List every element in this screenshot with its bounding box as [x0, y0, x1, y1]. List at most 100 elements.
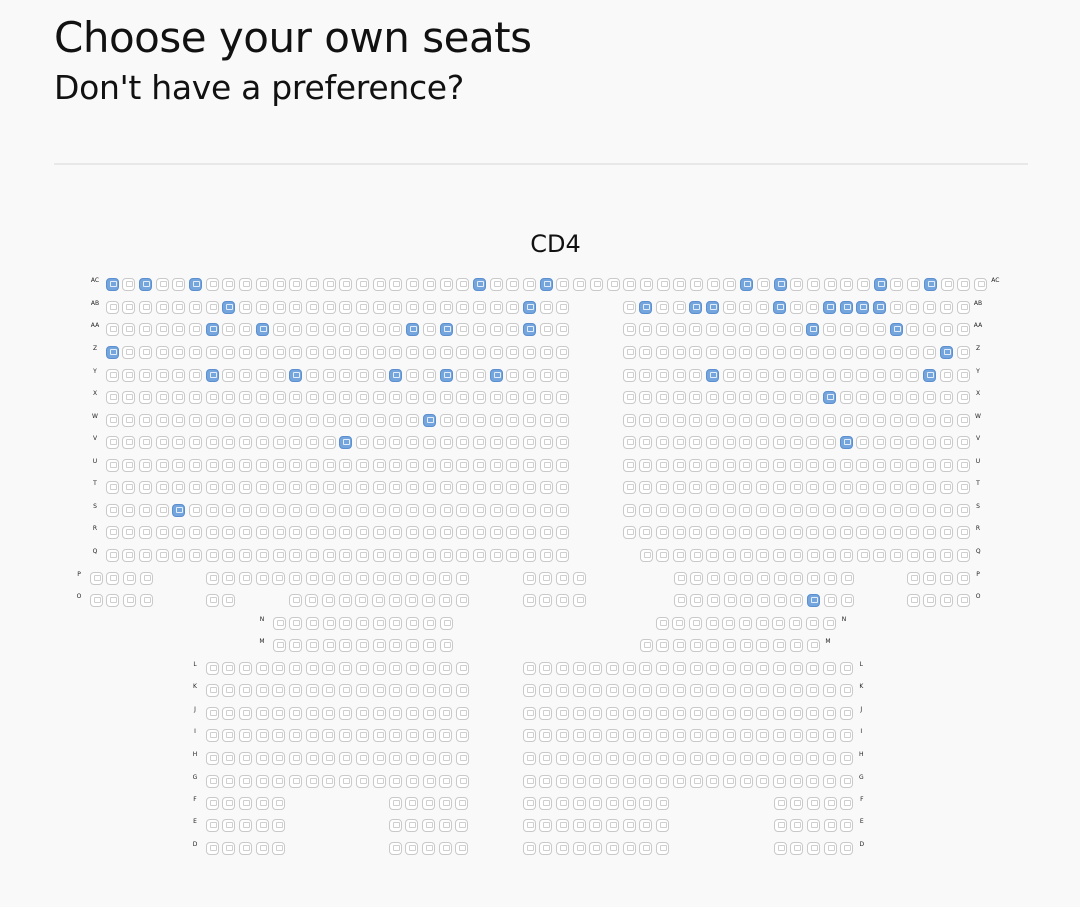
seat-available[interactable]: [339, 435, 353, 449]
seat-available[interactable]: [822, 390, 836, 404]
seat-unavailable: [572, 818, 586, 832]
seat-available[interactable]: [873, 300, 886, 314]
seat-available[interactable]: [138, 277, 152, 291]
seat-available[interactable]: [205, 368, 219, 382]
seat-unavailable: [506, 435, 520, 449]
seat-available[interactable]: [639, 300, 653, 314]
seat-unavailable: [906, 525, 920, 539]
seat-unavailable: [322, 728, 336, 742]
seat-unavailable: [222, 480, 236, 494]
seat-available[interactable]: [856, 300, 870, 314]
seat-unavailable: [138, 458, 152, 472]
seat-unavailable: [655, 458, 669, 472]
seat-available[interactable]: [889, 322, 903, 336]
seat-unavailable: [673, 593, 687, 607]
seat-available[interactable]: [689, 300, 703, 314]
seat-unavailable: [656, 638, 670, 652]
no-preference-link[interactable]: Don't have a preference?: [54, 68, 465, 107]
seat-unavailable: [739, 345, 753, 359]
seat-unavailable: [923, 345, 937, 359]
seat-unavailable: [189, 300, 202, 314]
seat-available[interactable]: [222, 300, 236, 314]
seat-available[interactable]: [523, 300, 536, 314]
seat-available[interactable]: [839, 300, 853, 314]
seat-unavailable: [622, 322, 636, 336]
seat-unavailable: [322, 638, 336, 652]
seat-unavailable: [255, 277, 269, 291]
seat-available[interactable]: [772, 300, 786, 314]
seat-unavailable: [289, 345, 303, 359]
seat-available[interactable]: [706, 368, 719, 382]
seat-available[interactable]: [939, 345, 953, 359]
seat-available[interactable]: [923, 368, 937, 382]
seat-unavailable: [839, 683, 853, 697]
seat-unavailable: [255, 661, 269, 675]
seat-unavailable: [956, 322, 970, 336]
seat-available[interactable]: [105, 277, 119, 291]
seat-available[interactable]: [706, 300, 719, 314]
seat-unavailable: [939, 458, 953, 472]
seat-unavailable: [639, 683, 653, 697]
seat-available[interactable]: [523, 322, 536, 336]
seat-unavailable: [556, 503, 570, 517]
seat-unavailable: [773, 841, 787, 855]
seat-unavailable: [757, 571, 770, 585]
seat-unavailable: [756, 480, 770, 494]
seat-unavailable: [889, 368, 903, 382]
seat-unavailable: [706, 706, 720, 720]
seat-available[interactable]: [839, 435, 853, 449]
seat-available[interactable]: [806, 322, 820, 336]
seat-unavailable: [740, 593, 754, 607]
seat-available[interactable]: [289, 368, 303, 382]
seat-available[interactable]: [807, 593, 821, 607]
seat-unavailable: [222, 368, 236, 382]
seat-available[interactable]: [539, 277, 553, 291]
row-label: V: [975, 435, 981, 442]
seat-unavailable: [672, 683, 686, 697]
seat-unavailable: [622, 728, 636, 742]
seat-unavailable: [272, 525, 286, 539]
seat-available[interactable]: [740, 277, 754, 291]
seat-unavailable: [339, 683, 353, 697]
seat-available[interactable]: [389, 368, 403, 382]
seat-available[interactable]: [822, 300, 836, 314]
seat-unavailable: [322, 390, 336, 404]
seat-available[interactable]: [105, 345, 119, 359]
seat-available[interactable]: [189, 277, 202, 291]
seat-unavailable: [773, 683, 786, 697]
seat-unavailable: [155, 480, 169, 494]
seat-unavailable: [372, 706, 386, 720]
seat-unavailable: [923, 503, 937, 517]
seat-unavailable: [889, 413, 903, 427]
seat-unavailable: [672, 458, 686, 472]
seat-unavailable: [389, 503, 403, 517]
seat-available[interactable]: [923, 277, 937, 291]
seat-available[interactable]: [439, 322, 453, 336]
seat-available[interactable]: [439, 368, 453, 382]
seat-unavailable: [756, 728, 770, 742]
seat-available[interactable]: [489, 368, 503, 382]
seat-available[interactable]: [255, 322, 269, 336]
seat-unavailable: [923, 571, 937, 585]
seat-unavailable: [172, 322, 186, 336]
seat-unavailable: [389, 322, 403, 336]
seat-available[interactable]: [406, 322, 420, 336]
seat-available[interactable]: [773, 277, 787, 291]
seat-unavailable: [539, 661, 553, 675]
seat-unavailable: [506, 480, 520, 494]
seat-unavailable: [389, 571, 403, 585]
seat-unavailable: [655, 503, 669, 517]
seat-unavailable: [806, 503, 820, 517]
seat-unavailable: [523, 413, 536, 427]
seat-available[interactable]: [172, 503, 186, 517]
seat-unavailable: [840, 593, 854, 607]
seat-unavailable: [606, 661, 619, 675]
seat-unavailable: [772, 435, 786, 449]
seat-available[interactable]: [205, 322, 219, 336]
seat-unavailable: [956, 593, 970, 607]
seat-unavailable: [873, 413, 886, 427]
seat-available[interactable]: [472, 277, 486, 291]
seat-available[interactable]: [422, 413, 436, 427]
seat-available[interactable]: [873, 277, 887, 291]
seat-unavailable: [172, 277, 186, 291]
